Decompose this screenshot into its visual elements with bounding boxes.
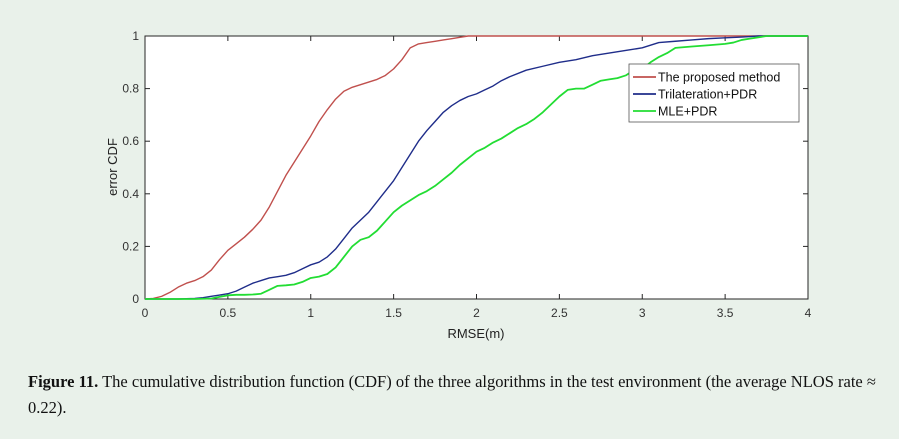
figure-caption: Figure 11. The cumulative distribution f…	[28, 369, 878, 421]
x-tick-label: 0	[142, 306, 149, 320]
legend-label: Trilateration+PDR	[658, 88, 757, 102]
legend-label: The proposed method	[658, 71, 780, 85]
legend-items: The proposed method Trilateration+PDR MLE+…	[633, 71, 780, 119]
series-line	[144, 35, 808, 300]
x-tick-label: 2.5	[551, 306, 568, 320]
y-tick-label: 0.6	[122, 134, 139, 148]
y-tick-label: 0.4	[122, 187, 139, 201]
series-line	[145, 35, 808, 300]
x-tick-label: 3.5	[717, 306, 734, 320]
series-lines	[144, 35, 808, 300]
cdf-chart: 0 0.5 1 1.5 2 2.5 3 3.5 400.20.40.60.81 RMSE(m) …	[105, 29, 812, 341]
caption-text: The cumulative distribution function (CD…	[28, 372, 876, 417]
y-tick-label: 1	[132, 29, 139, 43]
x-tick-label: 1.5	[385, 306, 402, 320]
axis-ticks: 0 0.5 1 1.5 2 2.5 3 3.5 4 0 0.2 0.4 0.6 0.8 1	[122, 29, 811, 320]
y-axis-label: error CDF	[105, 138, 120, 196]
y-tick-label: 0.2	[122, 239, 139, 253]
legend-label: MLE+PDR	[658, 105, 717, 119]
x-tick-label: 4	[805, 306, 812, 320]
y-tick-label: 0.8	[122, 82, 139, 96]
series-line	[145, 35, 808, 300]
x-tick-label: 1	[307, 306, 314, 320]
x-tick-label: 2	[473, 306, 480, 320]
x-tick-label: 3	[639, 306, 646, 320]
legend: The proposed method Trilateration+PDR MLE+…	[628, 63, 800, 123]
legend-box	[628, 63, 800, 123]
caption-title: Figure 11.	[28, 372, 99, 391]
x-axis-label: RMSE(m)	[447, 326, 504, 341]
y-tick-label: 0	[132, 292, 139, 306]
x-tick-label: 0.5	[220, 306, 237, 320]
